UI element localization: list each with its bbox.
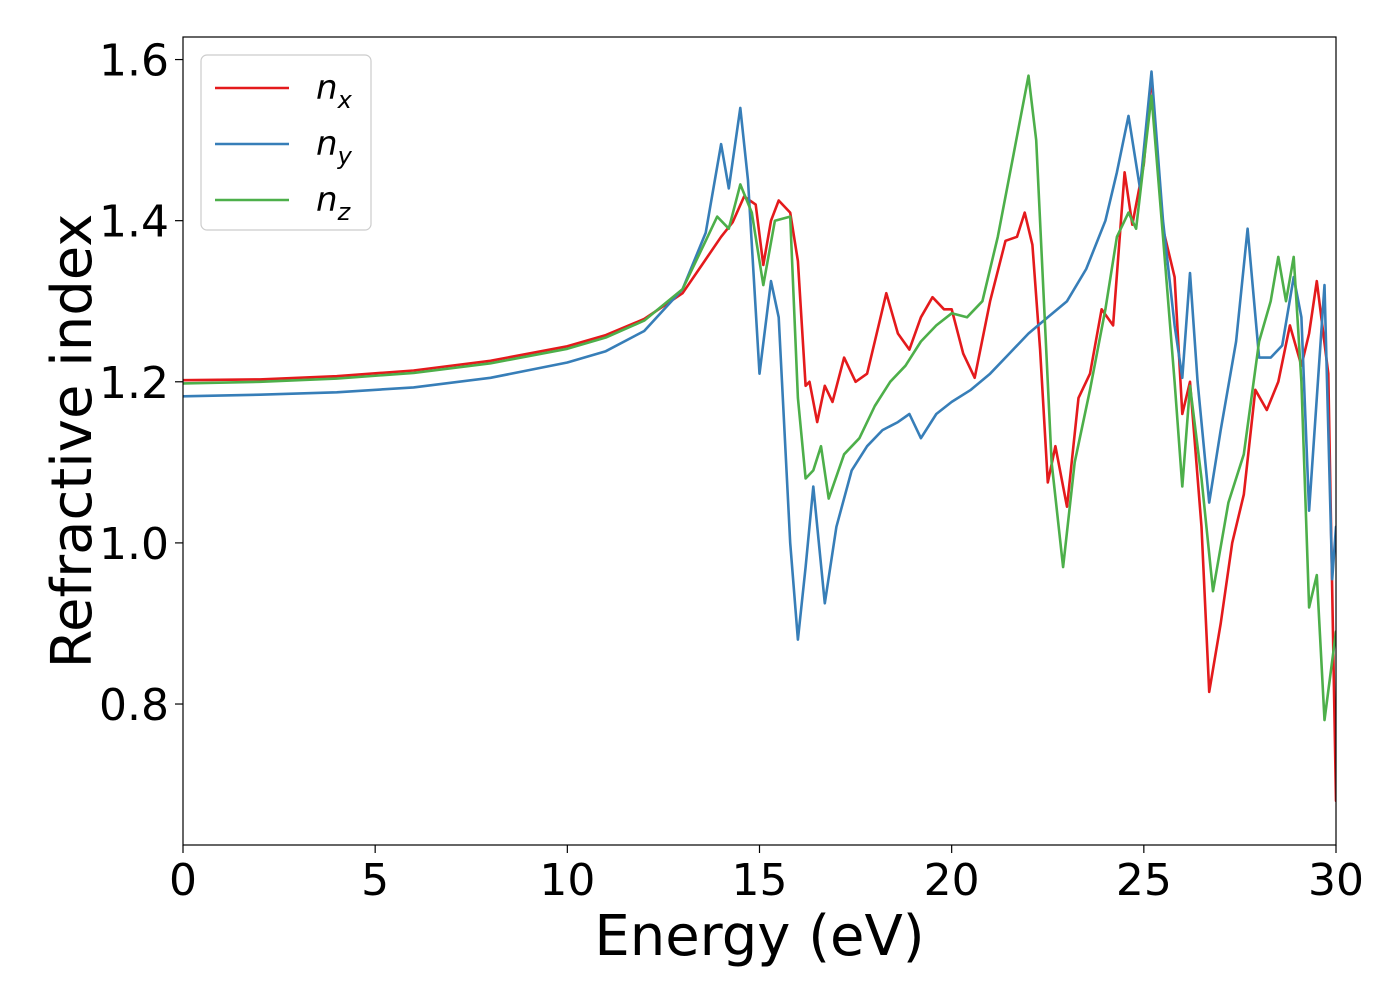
- x-tick-label: 15: [732, 855, 788, 906]
- x-tick-label: 30: [1308, 855, 1364, 906]
- x-tick-label: 5: [361, 855, 389, 906]
- y-tick-label: 1.4: [99, 197, 169, 248]
- series-layer: [183, 70, 1336, 802]
- x-tick-label: 0: [169, 855, 197, 906]
- legend-label-n-x: nx: [316, 68, 353, 114]
- x-axis-title: Energy (eV): [594, 904, 924, 969]
- series-line-n-x: [183, 74, 1336, 802]
- x-axis: 0 5 10 15 20 25 30: [169, 845, 1364, 906]
- x-tick-label: 10: [539, 855, 595, 906]
- y-axis: 0.8 1.0 1.2 1.4 1.6: [99, 36, 183, 731]
- series-line-n-y: [183, 70, 1336, 641]
- y-tick-label: 1.0: [99, 519, 169, 570]
- series-line-n-z: [183, 74, 1336, 722]
- x-tick-label: 25: [1116, 855, 1172, 906]
- y-tick-label: 0.8: [99, 680, 169, 731]
- y-tick-label: 1.2: [99, 358, 169, 409]
- legend-label-n-y: ny: [316, 124, 353, 170]
- legend: nx ny nz: [200, 54, 372, 231]
- y-axis-title: Refractive index: [40, 214, 105, 669]
- legend-label-n-z: nz: [316, 180, 352, 226]
- x-tick-label: 20: [924, 855, 980, 906]
- legend-box: [200, 54, 372, 231]
- y-tick-label: 1.6: [99, 36, 169, 87]
